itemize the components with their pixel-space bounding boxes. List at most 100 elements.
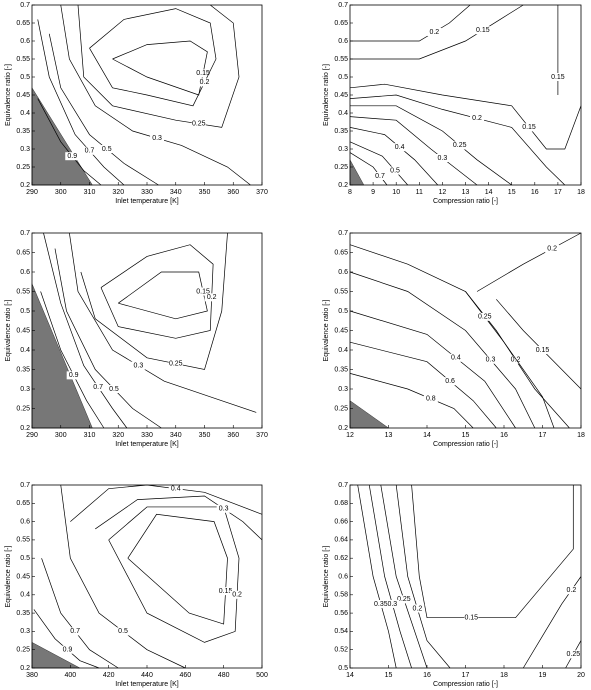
label-backdrop bbox=[448, 353, 463, 362]
contour-line bbox=[522, 576, 582, 669]
y-tick-label: 0.4 bbox=[338, 347, 348, 354]
label-backdrop bbox=[477, 312, 492, 321]
x-tick-label: 9 bbox=[371, 189, 375, 196]
y-tick-label: 0.45 bbox=[16, 327, 30, 334]
y-tick-label: 0.6 bbox=[338, 573, 348, 580]
y-tick-label: 0.45 bbox=[16, 92, 30, 99]
x-tick-label: 360 bbox=[227, 432, 239, 439]
label-backdrop bbox=[230, 590, 245, 599]
y-tick-label: 0.6 bbox=[20, 269, 30, 276]
infeasible-region bbox=[349, 400, 390, 429]
contour-label: 0.4 bbox=[451, 355, 461, 362]
contour-line bbox=[89, 8, 217, 107]
x-tick-label: 14 bbox=[485, 189, 493, 196]
label-backdrop bbox=[427, 28, 442, 36]
label-backdrop bbox=[392, 143, 407, 152]
x-tick-label: 310 bbox=[84, 189, 96, 196]
contour-line bbox=[496, 299, 582, 390]
x-tick-label: 14 bbox=[423, 432, 431, 439]
y-tick-label: 0.56 bbox=[334, 610, 348, 617]
y-tick-label: 0.65 bbox=[16, 20, 30, 27]
contour-line bbox=[380, 484, 428, 669]
x-tick-label: 350 bbox=[199, 189, 211, 196]
contour-line bbox=[108, 506, 240, 643]
plot-frame bbox=[31, 484, 263, 669]
x-tick-label: 350 bbox=[199, 432, 211, 439]
plot-frame bbox=[31, 232, 263, 429]
y-axis-label: Equivalence ratio [-] bbox=[323, 64, 330, 126]
label-backdrop bbox=[216, 504, 231, 513]
y-tick-label: 0.2 bbox=[20, 425, 30, 432]
label-backdrop bbox=[470, 114, 485, 123]
contour-label: 0.25 bbox=[478, 314, 492, 321]
x-tick-label: 17 bbox=[462, 672, 470, 679]
x-axis-label: Compression ratio [-] bbox=[433, 198, 498, 205]
contour-line bbox=[37, 19, 125, 186]
label-backdrop bbox=[65, 152, 80, 161]
contour-label: 0.7 bbox=[70, 628, 80, 635]
contour-line bbox=[60, 4, 251, 186]
label-backdrop bbox=[131, 361, 146, 370]
y-tick-label: 0.25 bbox=[334, 164, 348, 171]
contour-label: 0.2 bbox=[413, 605, 423, 612]
y-tick-label: 0.4 bbox=[20, 592, 30, 599]
label-backdrop bbox=[197, 78, 212, 87]
contour-line bbox=[349, 94, 566, 186]
y-tick-label: 0.6 bbox=[20, 38, 30, 45]
x-tick-label: 300 bbox=[55, 432, 67, 439]
label-backdrop bbox=[475, 26, 490, 35]
label-backdrop bbox=[150, 134, 165, 143]
contour-label: 0.2 bbox=[511, 357, 521, 364]
contour-label: 0.5 bbox=[102, 146, 112, 153]
contour-line bbox=[349, 244, 555, 429]
contour-label: 0.15 bbox=[536, 347, 550, 354]
contour-label: 0.4 bbox=[171, 486, 181, 493]
label-backdrop bbox=[423, 394, 438, 403]
y-axis-label: Equivalence ratio [-] bbox=[323, 546, 330, 608]
label-backdrop bbox=[373, 172, 388, 180]
contour-label: 0.8 bbox=[426, 396, 436, 403]
x-tick-label: 320 bbox=[112, 189, 124, 196]
contour-line bbox=[349, 83, 582, 150]
label-backdrop bbox=[388, 166, 403, 175]
x-tick-label: 370 bbox=[256, 189, 268, 196]
y-tick-label: 0.65 bbox=[16, 249, 30, 256]
x-tick-label: 340 bbox=[170, 432, 182, 439]
contour-label: 0.25 bbox=[453, 142, 467, 149]
label-backdrop bbox=[396, 595, 411, 604]
y-tick-label: 0.45 bbox=[16, 573, 30, 580]
x-tick-label: 330 bbox=[141, 432, 153, 439]
contour-line bbox=[349, 141, 409, 186]
label-backdrop bbox=[168, 359, 183, 368]
y-tick-label: 0.7 bbox=[20, 230, 30, 237]
x-tick-label: 13 bbox=[462, 189, 470, 196]
contour-label: 0.7 bbox=[85, 148, 95, 155]
contour-label: 0.4 bbox=[395, 144, 405, 151]
y-tick-label: 0.55 bbox=[16, 537, 30, 544]
y-tick-label: 0.7 bbox=[20, 482, 30, 489]
y-tick-label: 0.66 bbox=[334, 518, 348, 525]
x-tick-label: 18 bbox=[577, 189, 585, 196]
y-tick-label: 0.2 bbox=[20, 182, 30, 189]
y-tick-label: 0.62 bbox=[334, 555, 348, 562]
y-tick-label: 0.5 bbox=[20, 308, 30, 315]
contour-label: 0.9 bbox=[63, 647, 73, 654]
label-backdrop bbox=[60, 645, 75, 654]
contour-label: 0.3 bbox=[486, 357, 496, 364]
x-tick-label: 15 bbox=[508, 189, 516, 196]
label-backdrop bbox=[385, 599, 400, 608]
label-backdrop bbox=[82, 146, 97, 155]
contour-label: 0.2 bbox=[207, 294, 217, 301]
contour-label: 0.15 bbox=[196, 70, 210, 77]
plot-frame bbox=[349, 4, 582, 186]
contour-line bbox=[43, 232, 128, 429]
x-tick-label: 16 bbox=[500, 432, 508, 439]
contour-label: 0.7 bbox=[375, 173, 385, 180]
contour-line bbox=[70, 484, 263, 522]
y-tick-label: 0.45 bbox=[334, 327, 348, 334]
contour-label: 0.15 bbox=[219, 588, 233, 595]
x-tick-label: 10 bbox=[392, 189, 400, 196]
label-backdrop bbox=[91, 383, 106, 392]
y-tick-label: 0.35 bbox=[16, 128, 30, 135]
contour-label: 0.15 bbox=[476, 27, 490, 34]
